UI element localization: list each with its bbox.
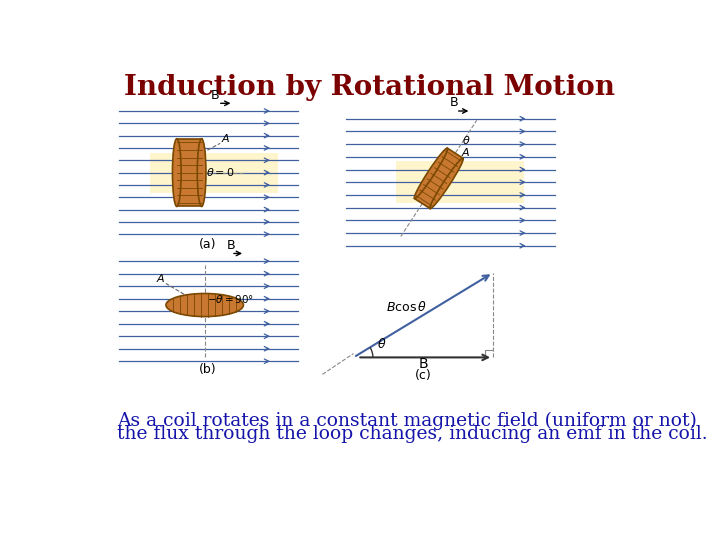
Text: A: A — [462, 147, 469, 158]
Text: $\theta=0$: $\theta=0$ — [206, 166, 235, 178]
Bar — [150, 153, 279, 193]
Text: A: A — [157, 274, 164, 284]
Ellipse shape — [414, 148, 448, 199]
Ellipse shape — [430, 158, 463, 208]
Text: (a): (a) — [199, 238, 217, 251]
Text: B: B — [211, 89, 220, 102]
Ellipse shape — [173, 139, 181, 206]
Ellipse shape — [197, 139, 206, 206]
Text: B: B — [418, 357, 428, 371]
Text: (c): (c) — [415, 369, 431, 382]
Text: the flux through the loop changes, inducing an emf in the coil.: the flux through the loop changes, induc… — [117, 425, 708, 443]
Bar — [396, 161, 524, 203]
Text: $\theta$: $\theta$ — [462, 134, 471, 146]
Text: $B\cos\theta$: $B\cos\theta$ — [386, 300, 427, 314]
Text: $\theta$: $\theta$ — [377, 337, 386, 351]
Text: As a coil rotates in a constant magnetic field (uniform or not): As a coil rotates in a constant magnetic… — [117, 411, 697, 429]
Bar — [415, 148, 463, 208]
Ellipse shape — [166, 294, 243, 316]
Text: (b): (b) — [199, 363, 217, 376]
Bar — [177, 139, 202, 206]
Text: B: B — [227, 239, 235, 252]
Text: Induction by Rotational Motion: Induction by Rotational Motion — [124, 74, 614, 101]
Text: $-\theta=90°$: $-\theta=90°$ — [207, 293, 254, 305]
Text: A: A — [222, 134, 230, 144]
Text: B: B — [450, 97, 459, 110]
